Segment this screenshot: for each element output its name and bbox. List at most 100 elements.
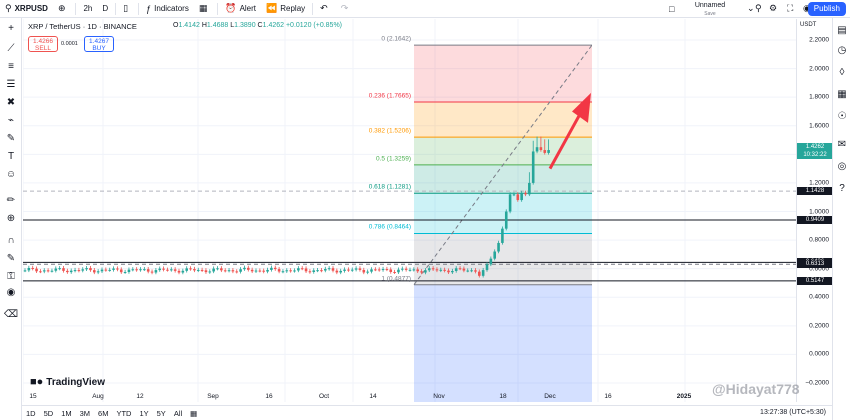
date-range-icon[interactable]: ▦ xyxy=(190,408,198,418)
candle-body xyxy=(139,269,142,271)
fib-tool-icon[interactable]: ☰ xyxy=(6,79,16,90)
chat-icon[interactable]: ✉ xyxy=(837,139,847,150)
layout-status: Save xyxy=(704,11,716,17)
time-tick: 18 xyxy=(499,393,507,400)
range-button-1y[interactable]: 1Y xyxy=(139,408,149,418)
fib-zone-extension xyxy=(414,284,592,402)
candle-body xyxy=(404,268,408,270)
candle-body xyxy=(46,270,50,272)
layout-name-button[interactable]: Unnamed Save xyxy=(680,1,740,17)
broadcast-icon[interactable]: ◎ xyxy=(837,161,847,172)
settings-button[interactable]: ⚙ xyxy=(764,0,785,18)
layout-name: Unnamed xyxy=(694,2,726,9)
trash-icon[interactable]: ⌫ xyxy=(3,309,19,320)
tv-logo-icon: ■● xyxy=(30,376,44,388)
candle-body xyxy=(285,270,289,272)
emoji-icon[interactable]: ☺ xyxy=(5,169,17,180)
eye-icon[interactable]: ◉ xyxy=(6,287,16,298)
magnet-icon[interactable]: ∩ xyxy=(7,235,15,246)
ideas-icon[interactable]: ▦ xyxy=(837,89,847,100)
fib-level-label: 0.5 (1.3259) xyxy=(375,155,411,163)
buy-price: 1.4267 xyxy=(89,38,109,45)
interval-d-button[interactable]: D xyxy=(102,4,109,13)
candle-body xyxy=(393,271,396,273)
lightbulb-icon[interactable]: ☉ xyxy=(837,111,847,122)
candle-body xyxy=(350,269,354,271)
interval-button[interactable]: 2h xyxy=(83,4,93,13)
candle-body xyxy=(119,269,123,273)
candle-body xyxy=(35,268,38,272)
indicators-button[interactable]: ƒ Indicators xyxy=(141,0,194,18)
range-button-1m[interactable]: 1M xyxy=(61,408,72,418)
right-sidebar: ▤ ◷ ◊ ▦ ☉ ✉ ◎ ? xyxy=(832,18,850,420)
range-button-5y[interactable]: 5Y xyxy=(156,408,166,418)
candle-body xyxy=(454,268,458,272)
pattern-icon[interactable]: ✖ xyxy=(6,97,16,108)
alert-button[interactable]: ⏰ Alert xyxy=(220,0,261,18)
candle-body xyxy=(258,270,262,272)
chart-type-button[interactable]: ▯ xyxy=(118,0,136,18)
zoom-in-icon[interactable]: ⊕ xyxy=(6,213,16,224)
candle-body xyxy=(239,269,242,272)
buy-button[interactable]: 1.4267 BUY xyxy=(84,36,114,52)
symbol-name: XRPUSD xyxy=(14,4,48,13)
trendline-icon[interactable]: ⟋ xyxy=(7,43,15,54)
alerts-clock-icon[interactable]: ◷ xyxy=(837,45,847,56)
question-icon[interactable]: ? xyxy=(839,183,845,194)
publish-button[interactable]: Publish xyxy=(807,2,846,16)
candle-body xyxy=(170,269,173,271)
candle-body xyxy=(362,269,366,273)
templates-button[interactable]: ▦ xyxy=(194,0,216,18)
layers-icon[interactable]: ◊ xyxy=(839,67,845,78)
candle-body xyxy=(220,268,223,271)
candle-body xyxy=(31,267,34,269)
time-tick: Dec xyxy=(544,393,556,400)
time-axis[interactable]: 15 Aug 12 Sep 16 Oct 14 Nov 18 Dec 16 2025 xyxy=(23,392,796,402)
watchlist-icon[interactable]: ▤ xyxy=(837,25,847,36)
time-tick: Oct xyxy=(318,393,330,400)
time-tick: 14 xyxy=(369,393,377,400)
brush-icon[interactable]: ✎ xyxy=(6,133,16,144)
range-button-6m[interactable]: 6M xyxy=(98,408,109,418)
range-button-5d[interactable]: 5D xyxy=(43,408,54,418)
candle-body xyxy=(520,192,523,201)
candle-body xyxy=(412,269,416,271)
currency-label[interactable]: USDT xyxy=(800,22,817,28)
candle-body xyxy=(146,269,150,272)
chart-pane[interactable] xyxy=(23,19,796,402)
range-button-1d[interactable]: 1D xyxy=(26,408,36,418)
candle-body xyxy=(62,268,65,271)
range-button-ytd[interactable]: YTD xyxy=(116,408,132,418)
undo-button[interactable]: ↶ xyxy=(315,0,336,18)
candle-body xyxy=(370,269,373,272)
compare-button[interactable]: ⊕ xyxy=(53,0,74,18)
range-button-all[interactable]: All xyxy=(173,408,183,418)
lock-icon[interactable]: ⚿ xyxy=(7,271,15,282)
ruler-icon[interactable]: ✏ xyxy=(6,195,16,206)
replay-button[interactable]: ⏪ Replay xyxy=(261,0,310,18)
horizontal-lines-icon[interactable]: ≡ xyxy=(8,61,14,72)
annotation-arrow-shaft xyxy=(548,107,585,170)
fib-zone xyxy=(414,164,592,194)
symbol-search[interactable]: ⚲ XRPUSD xyxy=(0,0,53,18)
candle-body xyxy=(273,267,277,270)
sell-button[interactable]: 1.4266 SELL xyxy=(28,36,58,52)
snapshot-button[interactable]: ◉ xyxy=(798,0,819,18)
range-button-3m[interactable]: 3M xyxy=(79,408,91,418)
forecast-icon[interactable]: ⌁ xyxy=(7,115,15,126)
fullscreen-button[interactable]: ⛶ xyxy=(782,0,801,18)
layout-menu-button[interactable]: ⌄ xyxy=(742,0,763,18)
price-axis[interactable]: 2.20002.00001.80001.60001.40001.20001.00… xyxy=(796,19,832,402)
layout-icon-button[interactable]: □ xyxy=(664,0,682,18)
replay-icon: ⏪ xyxy=(266,3,278,13)
price-tick: −0.2000 xyxy=(805,379,829,387)
lock-drawing-icon[interactable]: ✎ xyxy=(6,253,16,264)
price-tick: 0.0000 xyxy=(809,350,829,358)
crosshair-icon[interactable]: + xyxy=(8,23,14,34)
current-price: 1.4262 xyxy=(805,143,825,150)
redo-button[interactable]: ↷ xyxy=(336,0,357,18)
quick-search-button[interactable]: ⚲ xyxy=(750,0,770,18)
fullscreen-icon: ⛶ xyxy=(787,3,794,13)
price-tick: 1.8000 xyxy=(809,93,829,101)
text-icon[interactable]: T xyxy=(7,151,15,162)
